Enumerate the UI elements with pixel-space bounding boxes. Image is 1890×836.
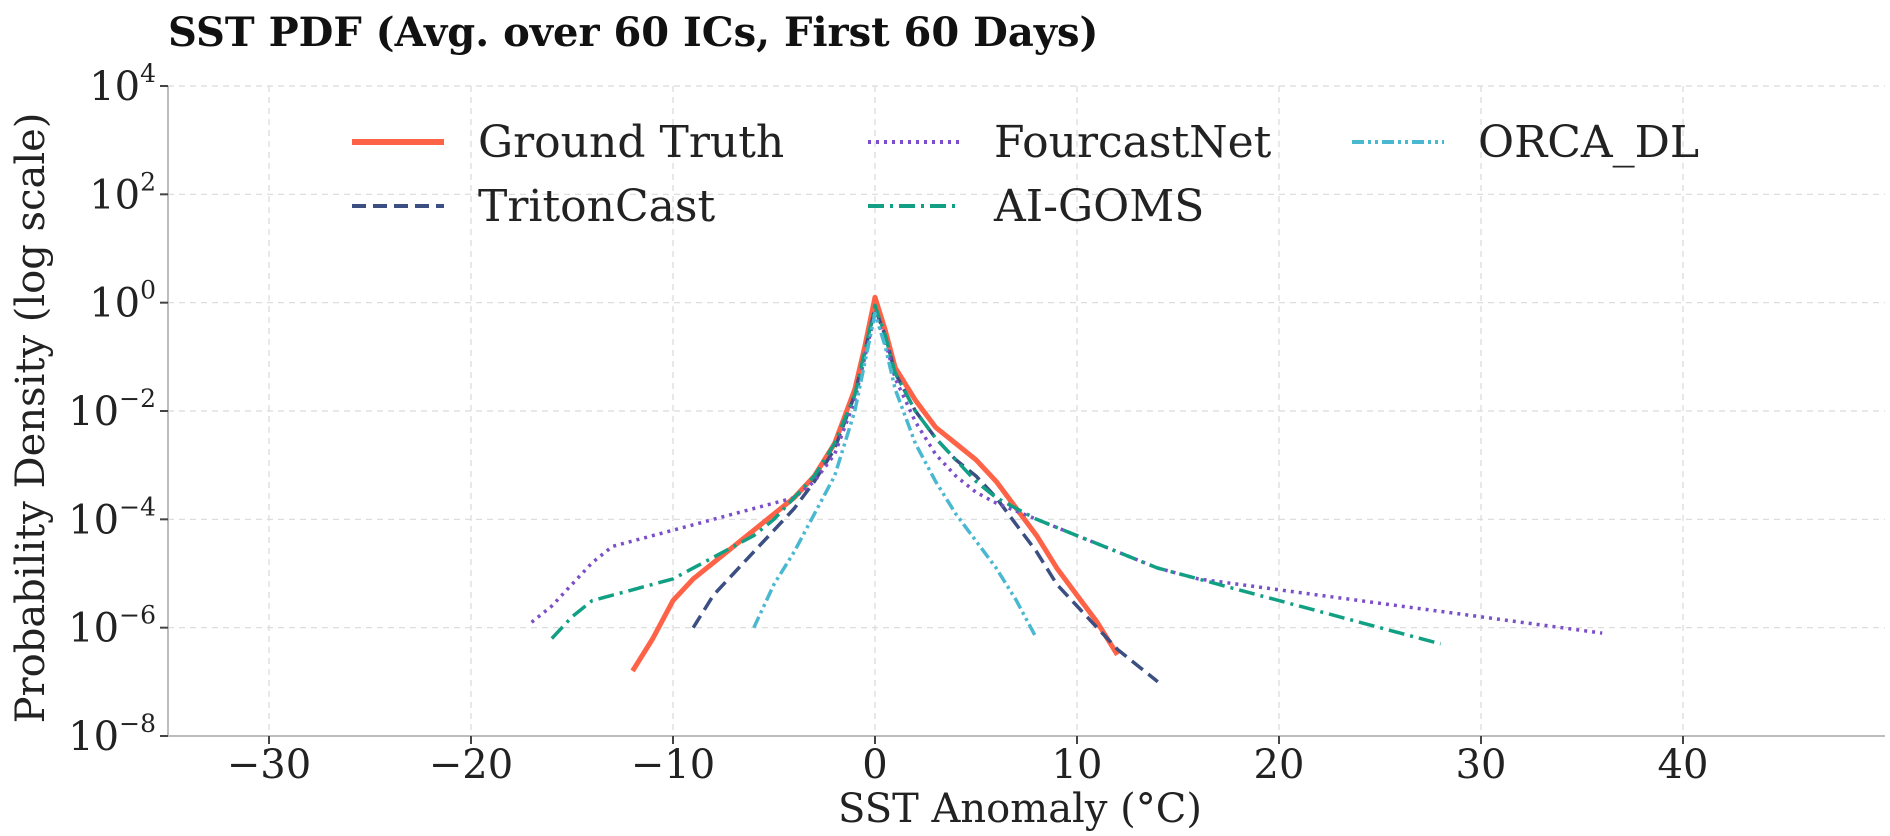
series-orca-dl (752, 311, 1039, 640)
x-tick-label: −30 (227, 742, 311, 788)
series-tritoncast (691, 306, 1159, 684)
legend-label: ORCA_DL (1478, 117, 1699, 168)
x-tick-label: −20 (429, 742, 513, 788)
x-axis: −30 −20 −10 0 10 20 30 40 (227, 736, 1709, 788)
y-tick-label: 104 (89, 59, 156, 110)
y-tick-label: 100 (89, 276, 156, 327)
series-ai-goms (550, 303, 1442, 646)
legend-label: FourcastNet (994, 117, 1272, 168)
y-axis-label: Probability Density (log scale) (8, 113, 54, 724)
y-tick-label: 102 (89, 167, 156, 218)
x-tick-label: 10 (1052, 742, 1103, 788)
x-tick-label: −10 (631, 742, 715, 788)
y-tick-label: 10−2 (68, 384, 156, 435)
chart-title: SST PDF (Avg. over 60 ICs, First 60 Days… (168, 9, 1098, 56)
legend-label: TritonCast (478, 181, 715, 232)
legend: Ground Truth TritonCast FourcastNet AI-GOMS… (352, 117, 1699, 232)
series-ground-truth (630, 294, 1120, 673)
legend-label: AI-GOMS (993, 181, 1204, 232)
y-tick-label: 10−4 (68, 492, 156, 543)
x-tick-label: 40 (1658, 742, 1709, 788)
y-tick-label: 10−8 (68, 709, 156, 760)
x-tick-label: 30 (1456, 742, 1507, 788)
series-fourcastnet (530, 311, 1603, 635)
x-tick-label: 0 (862, 742, 887, 788)
x-axis-label: SST Anomaly (°C) (838, 786, 1202, 832)
x-tick-label: 20 (1254, 742, 1305, 788)
y-axis: 104 102 100 10−2 10−4 10−6 10−8 (68, 59, 168, 760)
y-tick-label: 10−6 (68, 601, 156, 652)
series-layer (530, 294, 1603, 684)
legend-label: Ground Truth (478, 117, 784, 168)
